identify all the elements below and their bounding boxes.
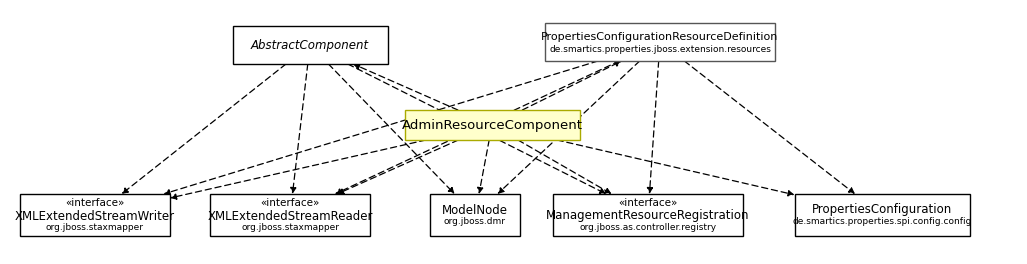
Bar: [20, 194, 170, 236]
Text: org.jboss.staxmapper: org.jboss.staxmapper: [241, 224, 339, 233]
Text: de.smartics.properties.spi.config.config: de.smartics.properties.spi.config.config: [792, 218, 972, 227]
Bar: [430, 194, 520, 236]
Text: ManagementResourceRegistration: ManagementResourceRegistration: [546, 210, 750, 223]
Text: ModelNode: ModelNode: [442, 204, 508, 216]
Text: AdminResourceComponent: AdminResourceComponent: [402, 119, 582, 131]
Text: «interface»: «interface»: [618, 198, 678, 208]
Bar: [795, 194, 969, 236]
Text: «interface»: «interface»: [260, 198, 319, 208]
Text: org.jboss.dmr: org.jboss.dmr: [444, 218, 506, 227]
Text: org.jboss.staxmapper: org.jboss.staxmapper: [46, 224, 144, 233]
Text: PropertiesConfigurationResourceDefinition: PropertiesConfigurationResourceDefinitio…: [541, 32, 778, 42]
Bar: [545, 23, 775, 61]
Bar: [405, 110, 579, 140]
Bar: [553, 194, 743, 236]
Bar: [210, 194, 370, 236]
Text: AbstractComponent: AbstractComponent: [251, 39, 369, 51]
Text: org.jboss.as.controller.registry: org.jboss.as.controller.registry: [579, 224, 717, 233]
Text: XMLExtendedStreamWriter: XMLExtendedStreamWriter: [15, 210, 175, 223]
Text: PropertiesConfiguration: PropertiesConfiguration: [812, 204, 952, 216]
Bar: [232, 26, 387, 64]
Text: «interface»: «interface»: [66, 198, 124, 208]
Text: XMLExtendedStreamReader: XMLExtendedStreamReader: [207, 210, 373, 223]
Text: de.smartics.properties.jboss.extension.resources: de.smartics.properties.jboss.extension.r…: [549, 45, 771, 54]
